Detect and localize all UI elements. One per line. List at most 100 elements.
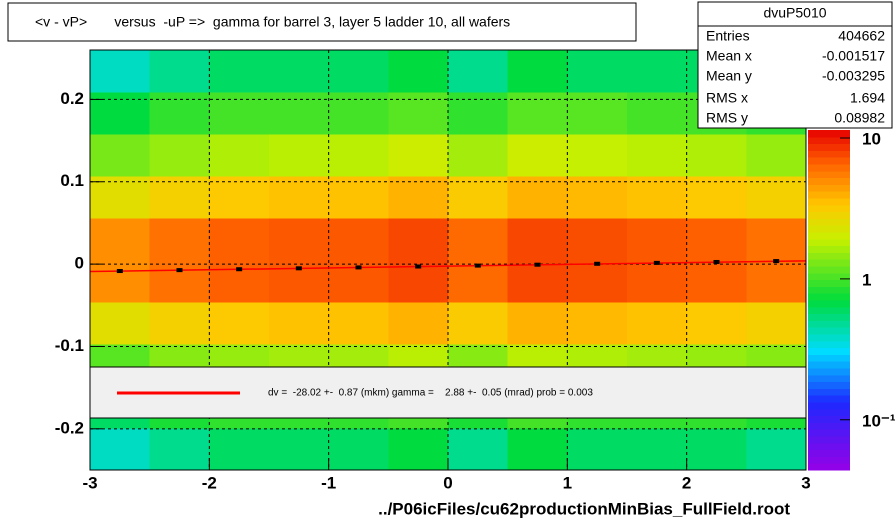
- heat-cell: [567, 92, 628, 135]
- stats-title: dvuP5010: [763, 5, 826, 21]
- heat-cell: [90, 176, 151, 219]
- heat-cell: [746, 134, 807, 177]
- colorbar-step: [808, 320, 850, 328]
- heat-cell: [328, 218, 389, 261]
- colorbar-step: [808, 150, 850, 158]
- heat-cell: [209, 428, 270, 471]
- heat-cell: [149, 176, 210, 219]
- title-box: [7, 2, 637, 42]
- heat-cell: [627, 92, 688, 135]
- heat-cell: [448, 428, 509, 471]
- stats-value: -0.001517: [822, 48, 885, 64]
- heat-cell: [149, 302, 210, 345]
- profile-point: [474, 263, 481, 268]
- heat-cell: [686, 260, 747, 303]
- heat-cell: [149, 50, 210, 93]
- heat-cell: [328, 302, 389, 345]
- heat-cell: [507, 260, 568, 303]
- colorbar-step: [808, 395, 850, 403]
- x-tick-label: -1: [321, 473, 336, 492]
- colorbar-step: [808, 184, 850, 192]
- stats-value: -0.003295: [822, 68, 885, 84]
- heat-cell: [209, 50, 270, 93]
- y-tick-label: 0.2: [60, 89, 84, 108]
- heat-cell: [149, 260, 210, 303]
- x-tick-label: 1: [563, 473, 572, 492]
- heat-cell: [567, 176, 628, 219]
- y-tick-label: 0: [75, 254, 84, 273]
- profile-point: [594, 261, 601, 266]
- x-tick-label: 0: [443, 473, 452, 492]
- heat-cell: [90, 428, 151, 471]
- colorbar-step: [808, 191, 850, 199]
- colorbar-step: [808, 361, 850, 369]
- colorbar-step: [808, 177, 850, 185]
- heat-cell: [448, 218, 509, 261]
- heat-cell: [627, 302, 688, 345]
- stats-value: 0.08982: [834, 110, 885, 126]
- heat-cell: [90, 92, 151, 135]
- heat-cell: [567, 50, 628, 93]
- colorbar-step: [808, 204, 850, 213]
- heat-cell: [507, 428, 568, 471]
- heat-cell: [388, 428, 449, 471]
- heat-cell: [746, 428, 807, 471]
- colorbar-step: [808, 252, 850, 260]
- heat-cell: [746, 176, 807, 219]
- colorbar-step: [808, 422, 850, 430]
- stats-box: [697, 1, 893, 129]
- heat-cell: [90, 134, 151, 177]
- heat-cell: [328, 428, 389, 471]
- heat-cell: [328, 176, 389, 219]
- heat-cell: [269, 134, 330, 177]
- heat-cell: [90, 260, 151, 303]
- colorbar-step: [808, 238, 850, 247]
- stats-label: RMS x: [706, 90, 748, 106]
- heat-cell: [507, 50, 568, 93]
- colorbar-step: [808, 463, 850, 471]
- heat-cell: [269, 428, 330, 471]
- z-tick-label: 10: [862, 130, 881, 149]
- heat-cell: [627, 428, 688, 471]
- heat-cell: [448, 50, 509, 93]
- heat-cell: [209, 134, 270, 177]
- profile-point: [355, 265, 362, 270]
- heat-cell: [388, 92, 449, 135]
- heat-cell: [746, 260, 807, 303]
- colorbar-step: [808, 388, 850, 396]
- colorbar-step: [808, 232, 850, 240]
- heat-cell: [269, 50, 330, 93]
- heat-cell: [388, 134, 449, 177]
- colorbar-step: [808, 225, 850, 233]
- stats-label: Mean x: [706, 48, 752, 64]
- heat-cell: [507, 134, 568, 177]
- profile-point: [713, 259, 720, 264]
- heat-cell: [507, 302, 568, 345]
- heat-cell: [90, 50, 151, 93]
- profile-point: [176, 268, 183, 273]
- heat-cell: [567, 302, 628, 345]
- stats-label: Mean y: [706, 68, 752, 84]
- heat-cell: [209, 176, 270, 219]
- colorbar-step: [808, 218, 850, 226]
- y-tick-label: -0.2: [55, 418, 84, 437]
- heat-cell: [269, 218, 330, 261]
- heat-cell: [448, 92, 509, 135]
- heat-cell: [90, 302, 151, 345]
- colorbar-step: [808, 279, 850, 287]
- colorbar-step: [808, 259, 850, 267]
- profile-point: [116, 269, 123, 274]
- colorbar-step: [808, 408, 850, 417]
- heat-cell: [686, 218, 747, 261]
- heat-cell: [209, 302, 270, 345]
- heat-cell: [149, 134, 210, 177]
- heat-cell: [567, 428, 628, 471]
- profile-point: [295, 266, 302, 271]
- colorbar-step: [808, 415, 850, 423]
- heat-cell: [567, 218, 628, 261]
- colorbar-step: [808, 300, 850, 308]
- profile-point: [236, 267, 243, 272]
- heat-cell: [388, 176, 449, 219]
- heat-cell: [209, 92, 270, 135]
